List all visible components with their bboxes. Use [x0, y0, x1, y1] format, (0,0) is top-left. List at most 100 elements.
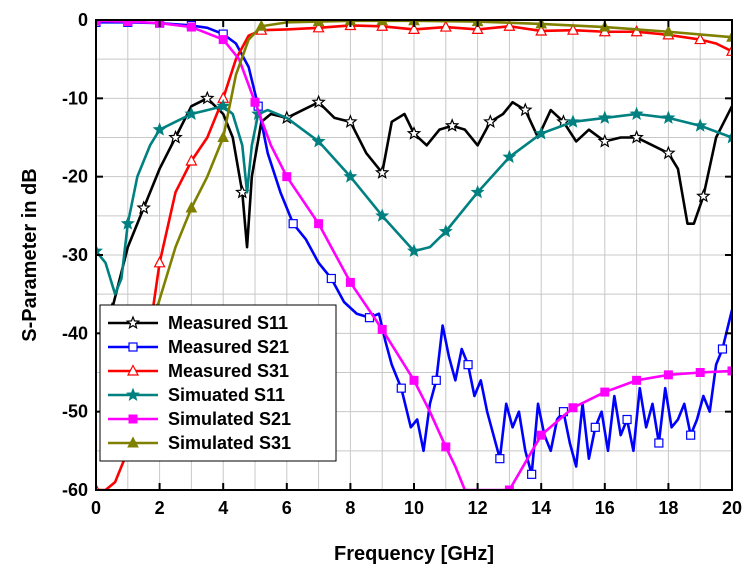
y-tick-label: -20 — [62, 167, 88, 187]
x-tick-label: 6 — [282, 498, 292, 518]
legend-label: Simulated S21 — [168, 409, 291, 429]
data-point — [590, 422, 600, 432]
data-point — [632, 375, 642, 385]
data-point — [444, 118, 460, 132]
data-point — [431, 375, 441, 385]
data-point — [597, 110, 612, 124]
data-point — [311, 134, 326, 148]
data-point — [185, 201, 198, 213]
data-point — [343, 169, 358, 183]
data-point — [693, 118, 708, 132]
x-tick-label: 2 — [155, 498, 165, 518]
data-point — [255, 20, 268, 31]
data-point — [724, 130, 732, 144]
data-point — [125, 387, 141, 401]
data-point — [597, 133, 613, 148]
series-2 — [96, 20, 732, 479]
data-point — [200, 90, 215, 105]
legend-label: Measured S21 — [168, 337, 289, 357]
data-point — [483, 114, 498, 129]
data-point — [127, 436, 139, 448]
y-tick-label: -40 — [62, 323, 88, 343]
x-axis-title: Frequency [GHz] — [334, 543, 494, 565]
legend-label: Measured S11 — [168, 313, 288, 333]
data-point — [726, 30, 732, 42]
data-point — [471, 22, 484, 35]
data-point — [629, 106, 644, 120]
data-point — [663, 370, 673, 380]
data-point — [345, 277, 355, 287]
data-point — [696, 188, 711, 203]
data-point — [136, 200, 151, 215]
data-point — [217, 130, 230, 142]
x-tick-label: 18 — [658, 498, 678, 518]
data-point — [185, 154, 198, 166]
legend-item: Simulated S21 — [108, 409, 291, 429]
legend-label: Simulated S31 — [168, 433, 291, 453]
legend-label: Measured S31 — [168, 361, 289, 381]
data-point — [565, 114, 581, 128]
axes: 0 2 4 6 8 10 12 14 16 18 20 0 -10 -20 -30 -40 -50 -60 — [62, 10, 742, 518]
data-point — [406, 125, 422, 140]
data-point — [717, 344, 728, 354]
x-tick-label: 20 — [722, 498, 742, 518]
data-point — [463, 360, 473, 370]
data-point — [686, 430, 696, 440]
data-point — [441, 442, 451, 452]
data-point — [504, 485, 514, 490]
data-point — [216, 98, 231, 113]
legend: Measured S11 Measured S21 Measured S31 Simu… — [99, 304, 337, 462]
data-point — [629, 129, 644, 144]
data-point — [503, 20, 516, 31]
x-tick-label: 12 — [468, 498, 488, 518]
legend-item: Measured S11 — [108, 313, 288, 333]
data-point — [120, 216, 135, 230]
legend-item: Measured S21 — [108, 337, 289, 357]
data-point — [661, 145, 676, 160]
legend-item: Simuated S11 — [108, 385, 285, 405]
legend-item: Measured S31 — [108, 361, 289, 381]
data-point — [408, 22, 420, 35]
data-point — [186, 22, 196, 32]
x-tick-label: 16 — [595, 498, 615, 518]
data-point — [168, 129, 183, 144]
data-point — [312, 21, 325, 33]
data-point — [502, 149, 517, 164]
x-tick-label: 10 — [404, 498, 424, 518]
data-point — [727, 366, 732, 376]
data-point — [535, 24, 548, 36]
data-point — [314, 219, 324, 229]
data-point — [622, 414, 632, 425]
y-tick-label: 0 — [78, 10, 88, 30]
data-point — [695, 368, 705, 377]
x-tick-label: 0 — [91, 498, 101, 518]
data-point — [125, 315, 141, 330]
y-tick-label: -10 — [62, 88, 88, 108]
x-tick-label: 8 — [345, 498, 355, 518]
data-point — [495, 454, 505, 464]
y-axis-title: S-Parameter in dB — [19, 168, 41, 341]
data-point — [662, 25, 675, 37]
data-point — [288, 219, 298, 229]
data-point — [470, 184, 485, 199]
legend-box — [99, 304, 337, 462]
y-tick-label: -30 — [62, 245, 88, 265]
data-point — [600, 387, 610, 397]
data-point — [694, 32, 707, 45]
data-point — [377, 324, 387, 334]
data-point — [375, 208, 390, 222]
series-layer — [96, 20, 732, 490]
data-point — [568, 403, 578, 413]
data-point — [282, 172, 292, 182]
data-point — [128, 414, 138, 424]
data-point — [654, 438, 664, 448]
data-point — [127, 364, 139, 376]
data-point — [326, 273, 336, 284]
x-tick-label: 4 — [218, 498, 228, 518]
data-point — [567, 23, 579, 35]
data-point — [726, 44, 732, 56]
data-point — [96, 243, 104, 258]
data-point — [406, 243, 422, 258]
data-point — [374, 165, 390, 179]
